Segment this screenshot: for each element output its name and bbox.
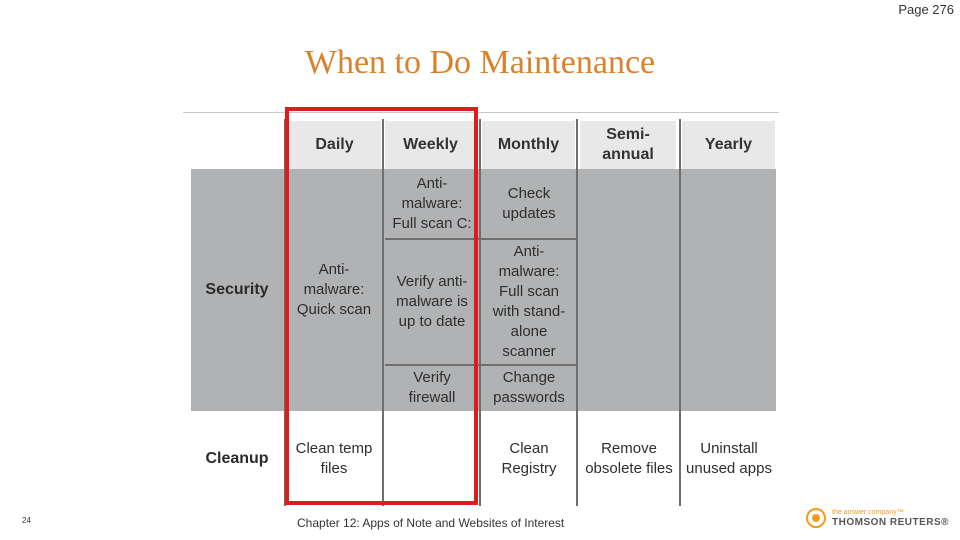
cleanup-monthly-cell: Clean Registry bbox=[501, 439, 557, 477]
chapter-footer: Chapter 12: Apps of Note and Websites of… bbox=[297, 516, 565, 530]
logo-tagline: the answer company™ bbox=[832, 508, 904, 516]
logo-mark-icon bbox=[806, 508, 826, 528]
row-divider bbox=[385, 364, 576, 366]
column-divider bbox=[382, 119, 384, 506]
header-monthly: Monthly bbox=[482, 121, 575, 169]
security-weekly-cell-1: Anti- malware: Full scan C: bbox=[392, 175, 472, 232]
column-divider bbox=[479, 119, 481, 506]
maintenance-table: Daily Weekly Monthly Semi- annual Yearly… bbox=[183, 112, 779, 506]
thomson-reuters-logo: the answer company™ THOMSON REUTERS® bbox=[806, 508, 949, 528]
security-weekly-cell-3: Verify firewall bbox=[408, 369, 456, 406]
security-monthly-cell-2: Anti- malware: Full scan with stand- alo… bbox=[492, 243, 566, 360]
security-weekly-cell-2: Verify anti- malware is up to date bbox=[396, 273, 468, 330]
security-daily-cell: Anti- malware: Quick scan bbox=[296, 261, 372, 318]
security-monthly-cell-3: Change passwords bbox=[493, 369, 565, 406]
row-label-security: Security bbox=[205, 281, 269, 298]
security-monthly-cell-1: Check updates bbox=[502, 185, 556, 222]
header-daily: Daily bbox=[288, 121, 381, 169]
slide-number: 24 bbox=[22, 516, 31, 525]
row-divider bbox=[385, 238, 576, 240]
column-divider bbox=[576, 119, 578, 506]
header-semiannual: Semi- annual bbox=[580, 121, 676, 169]
page-number: Page 276 bbox=[898, 2, 954, 17]
daily-weekly-highlight-box bbox=[285, 107, 478, 505]
header-yearly: Yearly bbox=[682, 121, 775, 169]
logo-name: THOMSON REUTERS® bbox=[832, 516, 950, 528]
row-label-cleanup: Cleanup bbox=[205, 449, 269, 467]
cleanup-semiannual-cell: Remove obsolete files bbox=[585, 439, 673, 477]
column-divider bbox=[679, 119, 681, 506]
header-weekly: Weekly bbox=[385, 121, 476, 169]
cleanup-daily-cell: Clean temp files bbox=[295, 439, 373, 477]
cleanup-yearly-cell: Uninstall unused apps bbox=[686, 439, 772, 477]
slide-title: When to Do Maintenance bbox=[304, 44, 656, 81]
